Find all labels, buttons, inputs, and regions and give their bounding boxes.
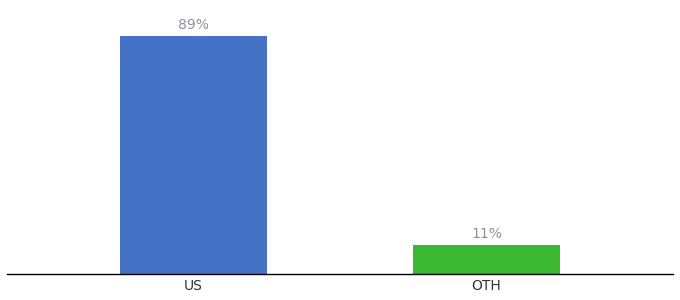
Text: 11%: 11% xyxy=(471,227,502,241)
Bar xyxy=(413,245,560,274)
Bar xyxy=(120,36,267,274)
Text: 89%: 89% xyxy=(178,18,209,32)
